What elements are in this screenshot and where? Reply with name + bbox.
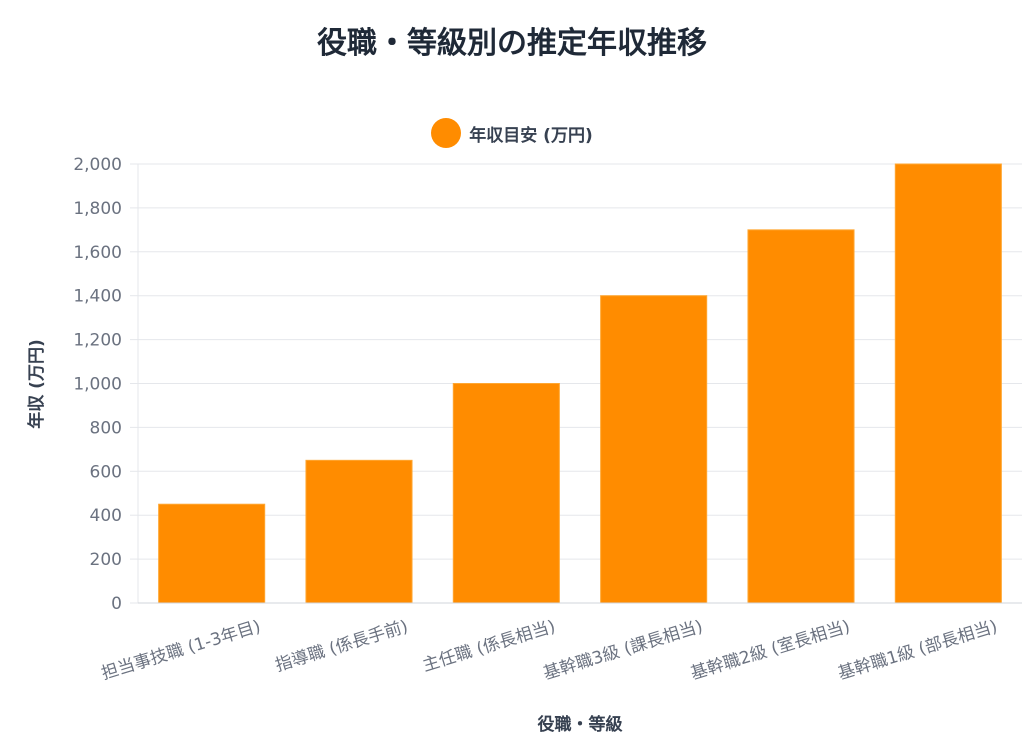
y-tick-label: 600 <box>90 462 122 482</box>
y-tick-label: 200 <box>90 550 122 570</box>
x-tick-label: 基幹職2級 (室長相当) <box>688 616 852 684</box>
bar[interactable] <box>305 459 413 604</box>
gridlines <box>130 163 1022 604</box>
x-tick-label: 主任職 (係長相当) <box>420 617 558 676</box>
legend[interactable]: 年収目安 (万円) <box>0 118 1024 148</box>
x-axis-ticks: 担当事技職 (1-3年目) 指導職 (係長手前) 主任職 (係長相当)基幹職3級 (… <box>99 616 1000 684</box>
y-axis-title: 年収 (万円) <box>26 339 47 428</box>
y-tick-label: 1,600 <box>73 243 122 263</box>
y-tick-label: 400 <box>90 506 122 526</box>
bar[interactable] <box>158 503 266 604</box>
y-tick-label: 1,800 <box>73 199 122 219</box>
x-axis-title: 役職・等級 <box>538 714 623 735</box>
x-tick-label: 指導職 (係長手前) <box>273 617 411 676</box>
x-tick-label: 担当事技職 (1-3年目) <box>99 617 263 684</box>
bar[interactable] <box>600 295 708 604</box>
x-tick-label: 基幹職1級 (部長相当) <box>835 616 999 684</box>
legend-swatch <box>431 118 462 148</box>
legend-label: 年収目安 (万円) <box>469 125 593 146</box>
y-tick-label: 800 <box>90 418 122 438</box>
y-tick-label: 0 <box>111 594 122 614</box>
x-tick-label: 基幹職3級 (課長相当) <box>541 616 705 684</box>
bars <box>158 163 1002 604</box>
bar[interactable] <box>747 229 855 604</box>
y-tick-label: 2,000 <box>73 155 122 175</box>
bar[interactable] <box>894 163 1002 604</box>
y-tick-label: 1,200 <box>73 331 122 351</box>
bar[interactable] <box>452 383 560 604</box>
chart-title: 役職・等級別の推定年収推移 <box>317 26 707 61</box>
y-tick-label: 1,000 <box>73 375 122 395</box>
y-axis-ticks: 0 200 400 600 800 1,000 1,200 1,400 1,600 1,800 2,… <box>73 155 122 614</box>
y-tick-label: 1,400 <box>73 287 122 307</box>
